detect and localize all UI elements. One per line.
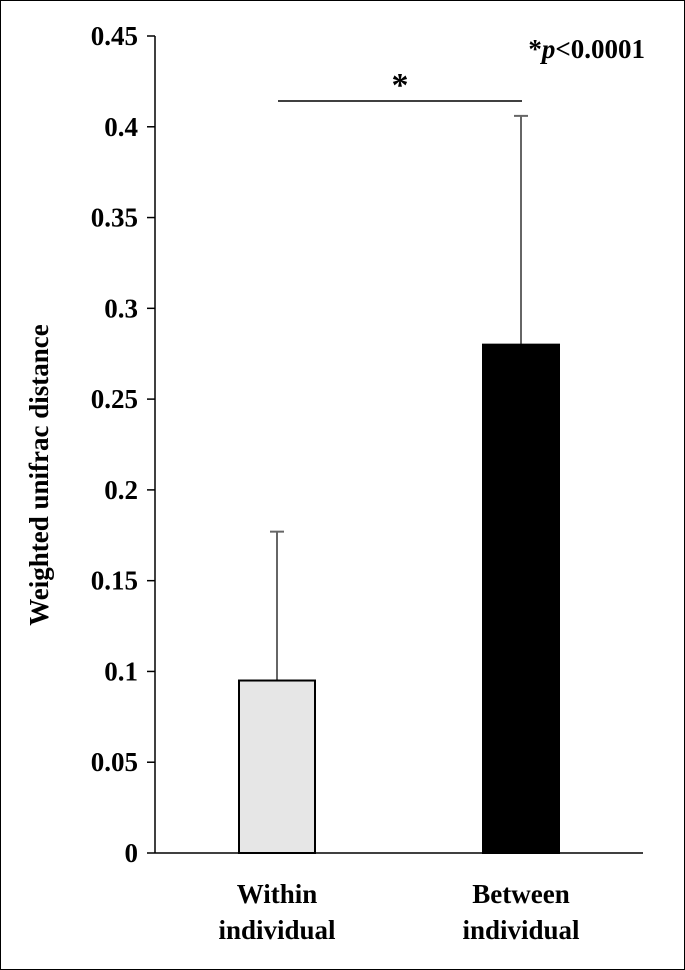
bar bbox=[482, 343, 560, 854]
significance-marker: * bbox=[392, 67, 409, 104]
y-tick-label: 0.4 bbox=[104, 112, 138, 142]
x-category-label: individual bbox=[462, 915, 580, 945]
y-tick-label: 0.2 bbox=[104, 475, 138, 505]
y-tick-label: 0.3 bbox=[104, 293, 138, 323]
x-category-label: individual bbox=[218, 915, 336, 945]
y-tick-label: 0.45 bbox=[91, 21, 138, 51]
y-tick-label: 0.15 bbox=[91, 566, 138, 596]
x-category-label: Within bbox=[237, 879, 318, 909]
p-value-prefix: * bbox=[528, 34, 542, 64]
y-tick-label: 0 bbox=[125, 838, 139, 868]
y-tick-label: 0.35 bbox=[91, 203, 138, 233]
p-value-italic: p bbox=[540, 34, 556, 64]
y-tick-label: 0.05 bbox=[91, 747, 138, 777]
y-axis-label: Weighted unifrac distance bbox=[24, 324, 54, 626]
bar bbox=[238, 679, 316, 854]
p-value-annotation: *p<0.0001 bbox=[528, 34, 645, 64]
y-tick-label: 0.25 bbox=[91, 384, 138, 414]
p-value-rest: <0.0001 bbox=[555, 34, 645, 64]
y-tick-label: 0.1 bbox=[104, 656, 138, 686]
x-category-label: Between bbox=[472, 879, 569, 909]
plot-area: 0 0.05 0.1 0.15 0.2 0.25 0.3 0.35 0.4 0.45 Within i… bbox=[91, 21, 643, 945]
